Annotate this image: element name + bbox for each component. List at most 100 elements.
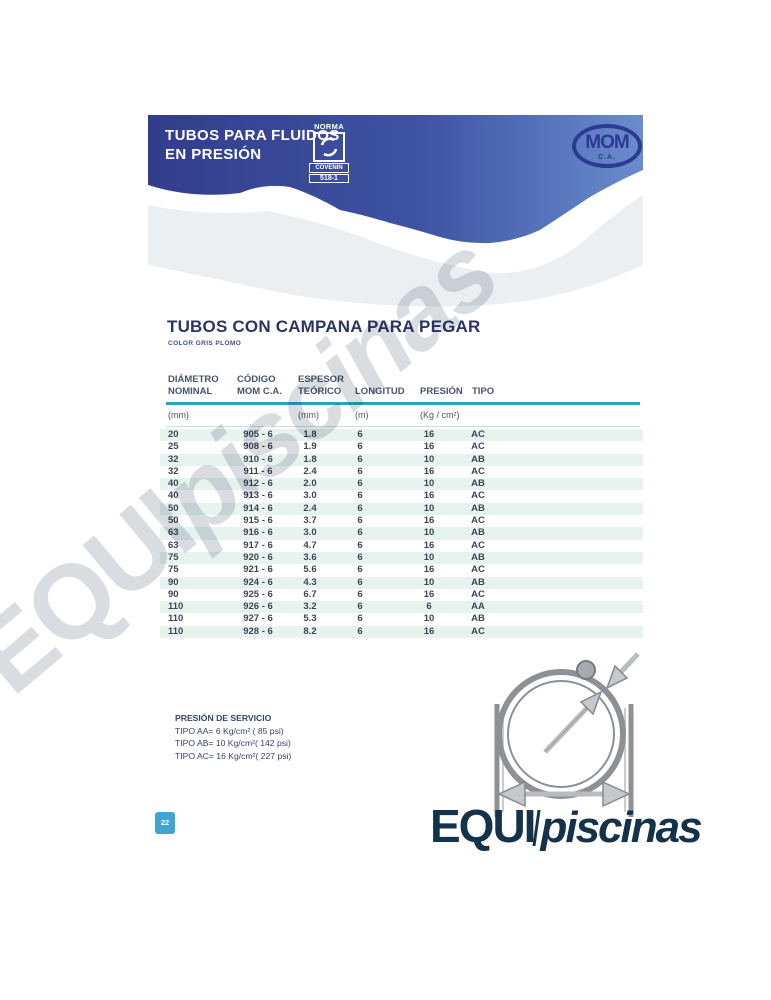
table-cell: 3.0 xyxy=(303,527,317,539)
table-cell: 6 xyxy=(357,551,363,563)
table-cell: 6 xyxy=(357,601,363,613)
table-row: 90 924 - 6 4.3 6 10 AB xyxy=(160,576,643,589)
table-cell: 10 xyxy=(423,502,435,514)
table-cell: 32 xyxy=(168,453,179,465)
table-row: 110 928 - 6 8.2 6 16 AC xyxy=(160,625,643,639)
table-row: 110 926 - 6 3.2 6 6 AA xyxy=(160,601,643,614)
wall-thickness-arrows xyxy=(543,652,640,754)
table-cell: AC xyxy=(471,490,485,502)
table-cell: 2.4 xyxy=(303,502,317,514)
banner-blue-shape xyxy=(148,115,643,244)
table-cell: AB xyxy=(471,527,485,539)
table-cell: AC xyxy=(471,539,485,551)
unit-espesor: (mm) xyxy=(298,410,319,420)
table-cell: 8.2 xyxy=(303,625,317,637)
table-cell: 6 xyxy=(357,564,363,576)
covenin-label: COVENIN xyxy=(309,163,349,173)
table-cell: 110 xyxy=(168,613,184,625)
table-row: 63 917 - 6 4.7 6 16 AC xyxy=(160,540,643,552)
table-cell: 910 - 6 xyxy=(243,453,273,465)
table-row: 20 905 - 6 1.8 6 16 AC xyxy=(160,429,643,442)
table-cell: 6 xyxy=(357,441,363,453)
table-cell: 16 xyxy=(423,564,435,576)
table-cell: AC xyxy=(471,515,485,527)
table-cell: 924 - 6 xyxy=(243,576,273,588)
table-cell: 6 xyxy=(357,539,363,551)
equipiscinas-logo: EQUI piscinas xyxy=(430,799,703,853)
table-cell: 905 - 6 xyxy=(243,429,273,440)
diameter-arrow xyxy=(497,780,631,808)
table-cell: 2.0 xyxy=(303,478,317,490)
table-row: 50 914 - 6 2.4 6 10 AB xyxy=(160,502,643,516)
table-cell: 916 - 6 xyxy=(243,527,273,539)
table-row: 40 913 - 6 3.0 6 16 AC xyxy=(160,490,643,502)
table-cell: 4.3 xyxy=(303,576,317,588)
norma-code: 518-1 xyxy=(309,174,349,183)
table-cell: 908 - 6 xyxy=(243,441,273,453)
table-cell: 10 xyxy=(423,576,435,588)
table-cell: 16 xyxy=(423,539,435,551)
section-subtitle: COLOR GRIS PLOMO xyxy=(168,340,242,347)
unit-presion: (Kg / cm²) xyxy=(420,410,460,420)
unit-longitud: (m) xyxy=(355,410,369,420)
table-row: 32 910 - 6 1.8 6 10 AB xyxy=(160,453,643,466)
mom-logo-text: MOM xyxy=(585,132,629,153)
table-cell: 6 xyxy=(357,613,363,625)
table-cell: 16 xyxy=(423,465,435,477)
page-title-line2: EN PRESIÓN xyxy=(165,146,262,163)
col-header-tipo: TIPO xyxy=(472,386,495,397)
table-cell: AC xyxy=(471,625,485,637)
service-pressure-title: PRESIÓN DE SERVICIO xyxy=(175,713,272,723)
table-cell: 16 xyxy=(423,490,435,502)
table-cell: AB xyxy=(471,453,485,465)
table-row: 63 916 - 6 3.0 6 10 AB xyxy=(160,527,643,540)
table-cell: 16 xyxy=(423,515,435,527)
table-cell: 3.2 xyxy=(303,601,317,613)
table-cell: 110 xyxy=(168,625,184,637)
table-cell: 16 xyxy=(423,625,435,637)
table-cell: 6 xyxy=(357,515,363,527)
table-cell: 6 xyxy=(426,601,432,613)
table-cell: 6 xyxy=(357,490,363,502)
table-cell: 32 xyxy=(168,465,179,477)
table-cell: 928 - 6 xyxy=(243,625,273,637)
detail-dot xyxy=(576,660,596,680)
table-cell: 20 xyxy=(168,429,179,440)
table-cell: 50 xyxy=(168,502,179,514)
table-cell: 1.8 xyxy=(303,453,317,465)
table-cell: 5.3 xyxy=(303,613,317,625)
table-cell: 3.6 xyxy=(303,551,317,563)
table-cell: AB xyxy=(471,478,485,490)
service-pressure-line: TIPO AB= 10 Kg/cm²( 142 psi) xyxy=(175,738,291,749)
table-cell: AC xyxy=(471,429,485,440)
header-rule xyxy=(166,402,640,405)
table-cell: 16 xyxy=(423,429,435,440)
table-cell: 10 xyxy=(423,613,435,625)
service-pressure-line: TIPO AA= 6 Kg/cm² ( 85 psi) xyxy=(175,725,284,736)
table-row: 110 927 - 6 5.3 6 10 AB xyxy=(160,613,643,625)
page-title-line1: TUBOS PARA FLUIDOS xyxy=(165,127,340,144)
table-cell: 6 xyxy=(357,478,363,490)
table-cell: 110 xyxy=(168,601,184,613)
table-cell: 1.9 xyxy=(303,441,317,453)
table-cell: 917 - 6 xyxy=(243,539,273,551)
table-cell: 10 xyxy=(423,551,435,563)
table-row: 40 912 - 6 2.0 6 10 AB xyxy=(160,478,643,491)
table-cell: AC xyxy=(471,588,485,600)
table-cell: 6 xyxy=(357,527,363,539)
table-cell: 6 xyxy=(357,502,363,514)
table-cell: 75 xyxy=(168,551,179,563)
tube-inner-wall xyxy=(507,680,615,788)
table-cell: 3.7 xyxy=(303,515,317,527)
table-cell: 90 xyxy=(168,588,179,600)
table-cell: 920 - 6 xyxy=(243,551,273,563)
service-pressure-note: PRESIÓN DE SERVICIO TIPO AA= 6 Kg/cm² ( … xyxy=(175,712,291,762)
covenin-symbol-box xyxy=(313,132,345,162)
table-cell: 912 - 6 xyxy=(243,478,273,490)
table-cell: 6 xyxy=(357,576,363,588)
table-cell: AB xyxy=(471,551,485,563)
unit-diametro: (mm) xyxy=(168,410,189,420)
col-header-diametro: DIÁMETRO NOMINAL xyxy=(168,374,219,397)
table-cell: 6 xyxy=(357,588,363,600)
